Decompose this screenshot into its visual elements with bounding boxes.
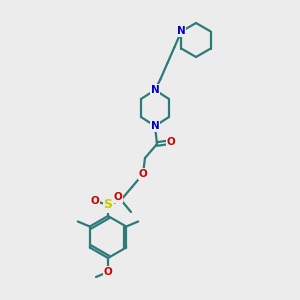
Text: N: N	[177, 26, 186, 37]
Text: N: N	[151, 85, 159, 95]
Text: O: O	[167, 137, 176, 147]
Text: O: O	[91, 196, 99, 206]
Text: O: O	[139, 169, 147, 179]
Text: S: S	[103, 199, 112, 212]
Text: N: N	[151, 121, 159, 131]
Text: O: O	[114, 192, 122, 202]
Text: O: O	[103, 267, 112, 277]
